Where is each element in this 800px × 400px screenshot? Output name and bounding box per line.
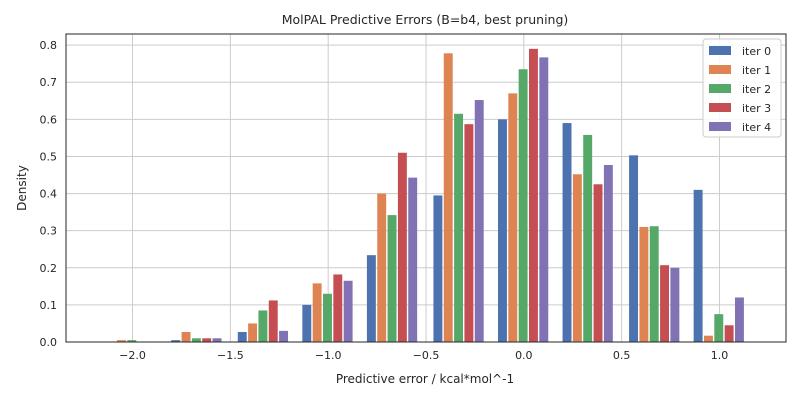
- bar: [660, 265, 670, 342]
- bar: [181, 331, 191, 342]
- x-tick-label: −1.0: [315, 349, 342, 362]
- bar: [258, 310, 268, 342]
- bar: [498, 119, 507, 342]
- bar: [408, 177, 418, 342]
- bar: [734, 297, 744, 342]
- bar: [127, 340, 137, 342]
- legend-box: [702, 38, 782, 138]
- bar: [464, 124, 474, 342]
- bar: [539, 57, 549, 342]
- bar: [629, 155, 639, 342]
- bar: [377, 193, 387, 342]
- bar: [433, 195, 443, 342]
- bar: [212, 338, 222, 342]
- y-tick-label: 0.0: [40, 336, 58, 349]
- x-tick-label: 0.5: [613, 349, 631, 362]
- x-axis-ticks: −2.0 −1.5 −1.0 −0.5 0.0 0.5 1.0: [119, 349, 728, 362]
- x-tick-label: 1.0: [711, 349, 729, 362]
- bars: [117, 48, 744, 342]
- bar: [302, 304, 312, 342]
- bar: [593, 184, 603, 342]
- x-tick-label: 0.0: [515, 349, 533, 362]
- bar: [443, 53, 453, 342]
- bar: [387, 215, 397, 342]
- bar: [703, 335, 713, 342]
- y-axis-ticks: 0.0 0.1 0.2 0.3 0.4 0.5 0.6 0.7 0.8: [40, 39, 58, 349]
- legend-swatch: [709, 122, 731, 131]
- bar: [572, 174, 582, 342]
- bar: [191, 338, 201, 342]
- legend-swatch: [709, 103, 731, 112]
- legend-swatch: [709, 84, 731, 93]
- chart-title: MolPAL Predictive Errors (B=b4, best pru…: [282, 12, 569, 27]
- y-tick-label: 0.8: [40, 39, 58, 52]
- bar: [117, 340, 126, 342]
- bar: [649, 226, 659, 342]
- x-axis-label: Predictive error / kcal*mol^-1: [336, 372, 514, 386]
- bar: [237, 331, 247, 342]
- bar: [508, 93, 518, 342]
- bar: [312, 283, 322, 342]
- legend-label: iter 0: [742, 45, 771, 58]
- y-tick-label: 0.2: [40, 262, 58, 275]
- x-tick-label: −1.5: [217, 349, 244, 362]
- bar: [518, 69, 528, 342]
- y-axis-label: Density: [15, 165, 29, 211]
- y-tick-label: 0.7: [40, 76, 58, 89]
- bar: [603, 164, 613, 342]
- bar: [366, 255, 376, 342]
- plot-frame: [65, 33, 787, 343]
- legend-swatch: [709, 46, 731, 55]
- y-tick-label: 0.4: [40, 188, 58, 201]
- bar: [268, 300, 278, 342]
- legend-swatch: [709, 65, 731, 74]
- legend: iter 0 iter 1 iter 2 iter 3 iter 4: [702, 38, 782, 138]
- y-tick-label: 0.6: [40, 113, 58, 126]
- y-tick-label: 0.1: [40, 299, 58, 312]
- bar: [323, 293, 332, 342]
- bar: [397, 152, 407, 342]
- bar: [279, 330, 289, 342]
- bar: [670, 267, 680, 342]
- legend-label: iter 3: [742, 102, 771, 115]
- bar: [343, 280, 353, 342]
- legend-label: iter 2: [742, 83, 771, 96]
- y-tick-label: 0.5: [40, 150, 58, 163]
- bar: [562, 123, 572, 342]
- x-tick-label: −0.5: [413, 349, 440, 362]
- bar: [714, 314, 724, 342]
- bar: [333, 274, 343, 342]
- bar: [474, 100, 484, 342]
- y-tick-label: 0.3: [40, 225, 58, 238]
- bar: [454, 113, 464, 342]
- legend-label: iter 1: [742, 64, 771, 77]
- bar: [724, 325, 734, 342]
- legend-label: iter 4: [742, 121, 771, 134]
- bar: [583, 134, 593, 342]
- bar: [202, 338, 212, 342]
- bar: [693, 189, 703, 342]
- x-tick-label: −2.0: [119, 349, 146, 362]
- bar: [171, 340, 181, 342]
- bar: [528, 48, 538, 342]
- bar: [639, 226, 649, 342]
- bar: [248, 323, 258, 342]
